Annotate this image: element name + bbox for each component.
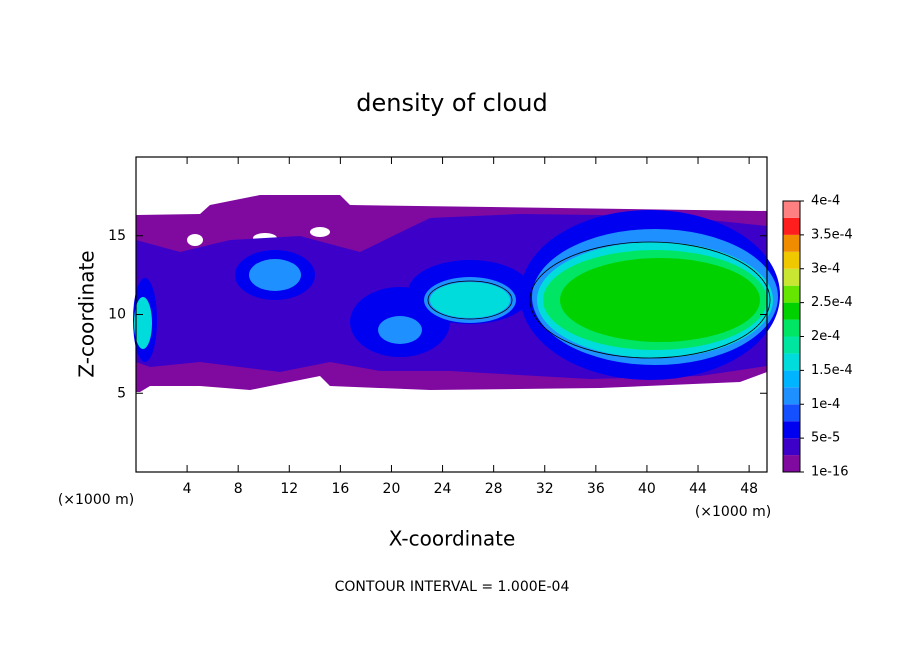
x-tick-label: 32 <box>536 481 554 497</box>
colorbar-band <box>783 302 800 320</box>
colorbar-band <box>783 336 800 354</box>
contour-line <box>427 280 513 320</box>
y-tick-label: 5 <box>117 385 126 401</box>
colorbar-band <box>783 234 800 252</box>
contour-fill <box>430 282 510 318</box>
colorbar-band <box>783 370 800 388</box>
colorbar-band <box>783 421 800 439</box>
colorbar-label: 1.5e-4 <box>811 363 853 378</box>
contour-gap <box>187 234 203 246</box>
colorbar-label: 5e-5 <box>811 431 840 446</box>
colorbar-band <box>783 319 800 337</box>
x-tick-label: 8 <box>234 481 243 497</box>
colorbar-band <box>783 268 800 286</box>
colorbar-band <box>783 387 800 405</box>
colorbar-band <box>783 455 800 472</box>
x-tick-label: 48 <box>740 481 758 497</box>
x-tick-label: 16 <box>331 481 349 497</box>
colorbar-band <box>783 217 800 235</box>
colorbar-band <box>783 353 800 371</box>
colorbar-label: 2e-4 <box>811 329 840 344</box>
colorbar-band <box>783 285 800 303</box>
colorbar-label: 1e-4 <box>811 397 840 412</box>
y-axis-label: Z-coordinate <box>75 250 99 377</box>
chart-title: density of cloud <box>356 89 547 117</box>
contour-fill <box>378 316 422 344</box>
colorbar-band <box>783 404 800 422</box>
x-tick-label: 40 <box>638 481 656 497</box>
contour-gap <box>310 227 330 237</box>
x-tick-label: 24 <box>434 481 452 497</box>
colorbar-label: 2.5e-4 <box>811 295 853 310</box>
colorbar-label: 3.5e-4 <box>811 227 853 242</box>
annotation: CONTOUR INTERVAL = 1.000E-04 <box>335 579 570 595</box>
colorbar-label: 3e-4 <box>811 261 840 276</box>
y-unit-label: (×1000 m) <box>58 492 134 508</box>
colorbar-label: 1e-16 <box>811 465 849 480</box>
x-axis-label: X-coordinate <box>389 527 516 551</box>
contour-fill <box>249 259 301 291</box>
x-unit-label: (×1000 m) <box>695 504 771 520</box>
colorbar-band <box>783 201 800 218</box>
contour-fill <box>560 258 760 342</box>
y-tick-label: 15 <box>108 228 126 244</box>
contour-line <box>529 241 771 359</box>
x-tick-label: 36 <box>587 481 605 497</box>
x-tick-label: 12 <box>280 481 298 497</box>
x-tick-label: 28 <box>485 481 503 497</box>
colorbar-band <box>783 251 800 269</box>
colorbar-band <box>783 438 800 456</box>
x-tick-label: 20 <box>383 481 401 497</box>
colorbar-label: 4e-4 <box>811 194 840 209</box>
contour-fill <box>134 297 152 349</box>
contour-field <box>133 195 780 392</box>
x-tick-label: 44 <box>689 481 707 497</box>
x-tick-label: 4 <box>183 481 192 497</box>
y-tick-label: 10 <box>108 307 126 323</box>
